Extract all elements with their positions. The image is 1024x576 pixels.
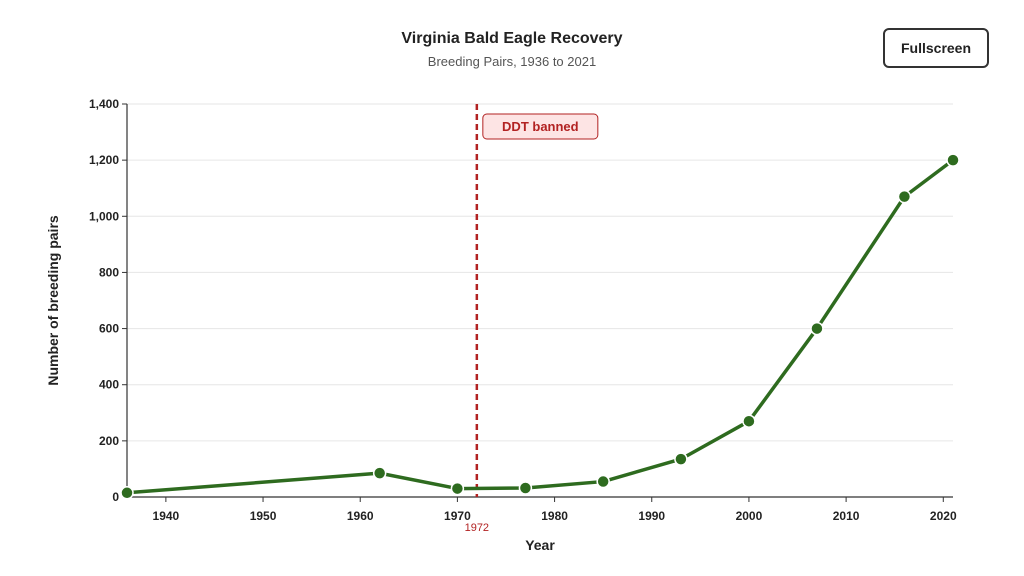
x-tick-label: 1980 xyxy=(541,509,568,523)
data-point[interactable] xyxy=(810,321,824,336)
x-axis-label: Year xyxy=(525,537,555,553)
annotation-label: DDT banned xyxy=(502,119,579,134)
y-tick-label: 0 xyxy=(112,490,119,504)
y-tick-label: 1,400 xyxy=(89,97,119,111)
annotation-year-label: 1972 xyxy=(465,522,489,534)
x-tick-label: 2000 xyxy=(736,509,763,523)
y-tick-label: 400 xyxy=(99,378,119,392)
chart-title: Virginia Bald Eagle Recovery xyxy=(401,30,623,47)
data-point[interactable] xyxy=(742,414,756,428)
data-point[interactable] xyxy=(897,189,912,204)
data-point[interactable] xyxy=(120,486,134,500)
x-tick-label: 2020 xyxy=(930,509,957,523)
chart-subtitle: Breeding Pairs, 1936 to 2021 xyxy=(427,54,597,69)
series-line xyxy=(125,158,955,495)
y-tick-label: 1,200 xyxy=(89,153,119,167)
y-tick-label: 1,000 xyxy=(89,209,119,223)
data-point[interactable] xyxy=(596,474,610,489)
annotation-box xyxy=(482,113,599,140)
x-tick-label: 1950 xyxy=(250,509,277,523)
x-tick-label: 1970 xyxy=(444,509,471,523)
data-point[interactable] xyxy=(450,481,465,496)
x-tick-label: 2010 xyxy=(833,509,860,523)
x-tick-label: 1960 xyxy=(347,509,374,523)
y-tick-label: 600 xyxy=(99,322,119,336)
data-point[interactable] xyxy=(518,481,533,495)
x-tick-label: 1940 xyxy=(153,509,180,523)
x-tick-label: 1990 xyxy=(638,509,665,523)
fullscreen-button[interactable]: Fullscreen xyxy=(883,28,989,68)
y-axis-label: Number of breeding pairs xyxy=(45,215,61,386)
data-point[interactable] xyxy=(372,466,387,480)
data-point[interactable] xyxy=(674,452,688,466)
y-tick-label: 800 xyxy=(99,265,119,279)
y-tick-label: 200 xyxy=(99,434,119,448)
data-point[interactable] xyxy=(946,153,960,167)
